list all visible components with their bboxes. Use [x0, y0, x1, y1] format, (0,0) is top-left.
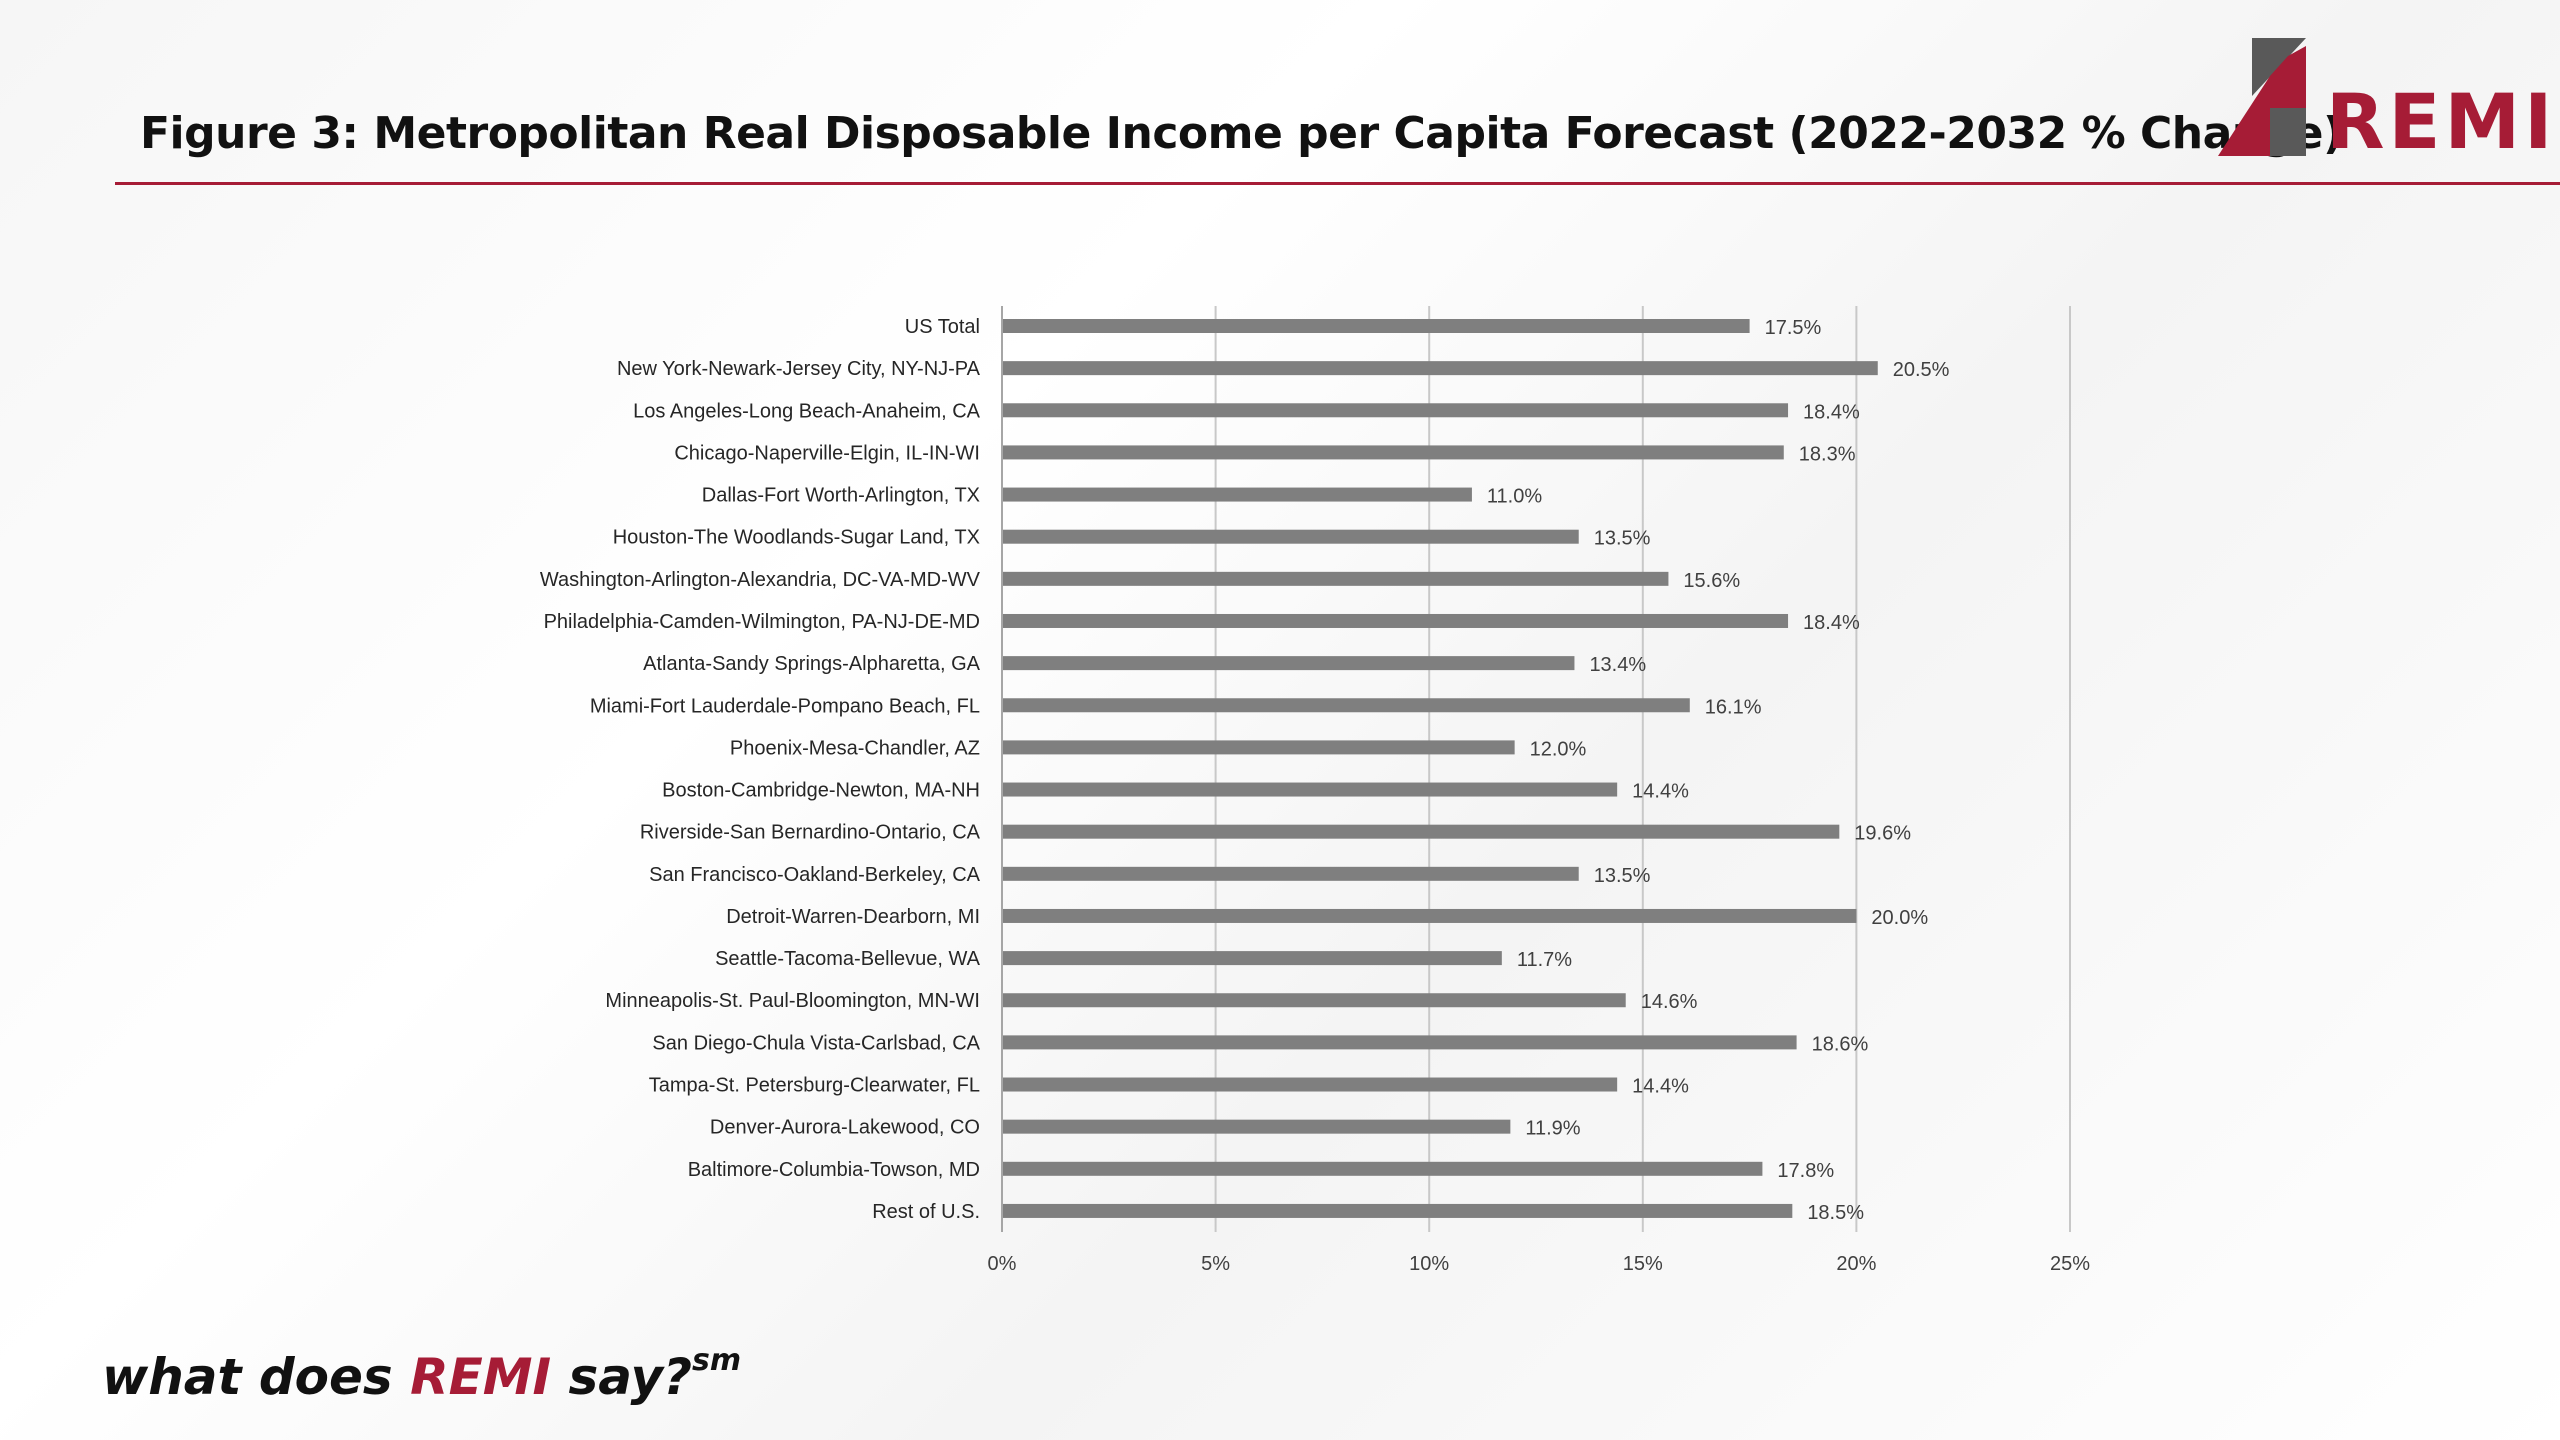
- category-label: US Total: [905, 316, 980, 338]
- data-label: 14.6%: [1641, 991, 1698, 1013]
- category-label: Phoenix-Mesa-Chandler, AZ: [730, 737, 980, 759]
- tagline-prefix: what does: [102, 1348, 411, 1406]
- data-label: 16.1%: [1705, 696, 1762, 718]
- category-label: San Diego-Chula Vista-Carlsbad, CA: [652, 1032, 980, 1054]
- bar: [1003, 1203, 1793, 1218]
- bar: [1003, 445, 1784, 460]
- category-label: Washington-Arlington-Alexandria, DC-VA-M…: [540, 569, 981, 591]
- x-tick-label: 0%: [988, 1253, 1017, 1275]
- category-label: Los Angeles-Long Beach-Anaheim, CA: [633, 400, 981, 422]
- data-label: 18.4%: [1803, 612, 1860, 634]
- figure-title: Figure 3: Metropolitan Real Disposable I…: [140, 108, 2343, 159]
- data-label: 13.5%: [1594, 865, 1651, 887]
- bar: [1003, 951, 1502, 966]
- x-tick-label: 10%: [1409, 1253, 1449, 1275]
- bar: [1003, 656, 1575, 671]
- data-label: 12.0%: [1530, 738, 1587, 760]
- bar: [1003, 487, 1472, 502]
- bar: [1003, 1035, 1797, 1050]
- bar: [1003, 993, 1626, 1008]
- tagline-brand: REMI: [410, 1348, 552, 1406]
- remi-logo-text: REMI: [2326, 77, 2557, 166]
- remi-logo-mark-icon: [2218, 38, 2306, 156]
- bar: [1003, 613, 1789, 628]
- category-label: Baltimore-Columbia-Towson, MD: [688, 1159, 980, 1181]
- data-label: 19.6%: [1854, 823, 1911, 845]
- data-label: 14.4%: [1632, 1076, 1689, 1098]
- bar: [1003, 361, 1878, 376]
- title-divider: [115, 182, 2560, 185]
- bar: [1003, 908, 1857, 923]
- category-label: Rest of U.S.: [872, 1201, 980, 1223]
- category-label: Tampa-St. Petersburg-Clearwater, FL: [649, 1075, 980, 1097]
- category-label: Seattle-Tacoma-Bellevue, WA: [715, 948, 981, 970]
- category-label: Atlanta-Sandy Springs-Alpharetta, GA: [643, 653, 981, 675]
- category-label: Denver-Aurora-Lakewood, CO: [710, 1117, 980, 1139]
- data-label: 18.3%: [1799, 443, 1856, 465]
- bar: [1003, 529, 1579, 544]
- x-tick-label: 20%: [1836, 1253, 1876, 1275]
- bar: [1003, 740, 1515, 755]
- bar: [1003, 1119, 1511, 1134]
- category-label: Riverside-San Bernardino-Ontario, CA: [640, 822, 981, 844]
- bar: [1003, 1161, 1763, 1176]
- bar: [1003, 782, 1618, 797]
- x-tick-label: 25%: [2050, 1253, 2090, 1275]
- category-label: Dallas-Fort Worth-Arlington, TX: [702, 485, 980, 507]
- service-mark: sm: [692, 1343, 742, 1379]
- bar: [1003, 1077, 1618, 1092]
- data-label: 17.8%: [1777, 1160, 1834, 1182]
- category-label: Houston-The Woodlands-Sugar Land, TX: [613, 527, 980, 549]
- data-label: 11.9%: [1525, 1118, 1580, 1140]
- category-label: New York-Newark-Jersey City, NY-NJ-PA: [617, 358, 981, 380]
- x-tick-label: 5%: [1201, 1253, 1230, 1275]
- data-label: 11.0%: [1487, 486, 1542, 508]
- data-label: 18.5%: [1807, 1202, 1864, 1224]
- category-label: San Francisco-Oakland-Berkeley, CA: [649, 864, 981, 886]
- bar: [1003, 571, 1669, 586]
- remi-logo: REMI: [2218, 38, 2552, 168]
- bar: [1003, 824, 1840, 839]
- x-tick-label: 15%: [1623, 1253, 1663, 1275]
- bar: [1003, 698, 1690, 713]
- category-label: Philadelphia-Camden-Wilmington, PA-NJ-DE…: [544, 611, 980, 633]
- data-label: 18.4%: [1803, 401, 1860, 423]
- data-label: 20.0%: [1871, 907, 1928, 929]
- tagline-suffix: say?: [551, 1348, 693, 1406]
- category-label: Chicago-Naperville-Elgin, IL-IN-WI: [674, 442, 980, 464]
- bar: [1003, 403, 1789, 418]
- category-label: Miami-Fort Lauderdale-Pompano Beach, FL: [590, 695, 980, 717]
- data-label: 14.4%: [1632, 781, 1689, 803]
- data-label: 20.5%: [1893, 359, 1950, 381]
- data-label: 11.7%: [1517, 949, 1572, 971]
- bar: [1003, 866, 1579, 881]
- category-label: Boston-Cambridge-Newton, MA-NH: [662, 780, 980, 802]
- data-label: 13.4%: [1589, 654, 1646, 676]
- data-label: 18.6%: [1812, 1033, 1869, 1055]
- category-label: Detroit-Warren-Dearborn, MI: [726, 906, 980, 928]
- tagline: what does REMI say?sm: [102, 1343, 741, 1406]
- bar: [1003, 319, 1750, 333]
- data-label: 15.6%: [1683, 570, 1740, 592]
- data-label: 17.5%: [1765, 317, 1822, 339]
- data-label: 13.5%: [1594, 528, 1651, 550]
- category-label: Minneapolis-St. Paul-Bloomington, MN-WI: [605, 990, 980, 1012]
